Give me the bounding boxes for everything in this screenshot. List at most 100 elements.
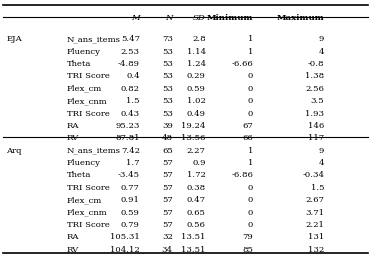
Text: 19.24: 19.24 [181,122,206,130]
Text: 0: 0 [248,184,253,192]
Text: -6.86: -6.86 [231,171,253,179]
Text: 104.12: 104.12 [110,246,140,254]
Text: Flex_cnm: Flex_cnm [67,97,107,105]
Text: 1: 1 [248,48,253,56]
Text: 0: 0 [248,72,253,80]
Text: 2.67: 2.67 [305,196,324,204]
Text: TRI Score: TRI Score [67,184,109,192]
Text: 0.4: 0.4 [126,72,140,80]
Text: 146: 146 [308,122,324,130]
Text: 0.38: 0.38 [187,184,206,192]
Text: 1.5: 1.5 [311,184,324,192]
Text: -0.34: -0.34 [302,171,324,179]
Text: Arq: Arq [6,147,22,155]
Text: 0.47: 0.47 [187,196,206,204]
Text: Theta: Theta [67,60,91,68]
Text: 2.8: 2.8 [192,35,206,43]
Text: M: M [131,15,140,23]
Text: 1.5: 1.5 [126,97,140,105]
Text: -3.45: -3.45 [118,171,140,179]
Text: Flex_cnm: Flex_cnm [67,209,107,217]
Text: 1.93: 1.93 [305,110,324,118]
Text: 53: 53 [162,60,173,68]
Text: 53: 53 [162,97,173,105]
Text: 0.77: 0.77 [121,184,140,192]
Text: 73: 73 [162,35,173,43]
Text: 53: 53 [162,72,173,80]
Text: 0.56: 0.56 [187,221,206,229]
Text: Theta: Theta [67,171,91,179]
Text: Fluency: Fluency [67,48,101,56]
Text: 95.23: 95.23 [115,122,140,130]
Text: 67: 67 [242,122,253,130]
Text: 0.49: 0.49 [187,110,206,118]
Text: 0: 0 [248,110,253,118]
Text: 0: 0 [248,85,253,93]
Text: 1.7: 1.7 [126,159,140,167]
Text: 13.51: 13.51 [181,246,206,254]
Text: 1.38: 1.38 [305,72,324,80]
Text: 9: 9 [319,147,324,155]
Text: RV: RV [67,246,79,254]
Text: 0.59: 0.59 [187,85,206,93]
Text: 2.56: 2.56 [305,85,324,93]
Text: 65: 65 [162,147,173,155]
Text: 1.02: 1.02 [187,97,206,105]
Text: 0: 0 [248,97,253,105]
Text: TRI Score: TRI Score [67,221,109,229]
Text: 0.82: 0.82 [121,85,140,93]
Text: 1: 1 [248,159,253,167]
Text: 79: 79 [242,233,253,241]
Text: 117: 117 [308,134,324,142]
Text: 0.9: 0.9 [192,159,206,167]
Text: N_ans_items: N_ans_items [67,35,121,43]
Text: 0: 0 [248,209,253,217]
Text: TRI Score: TRI Score [67,72,109,80]
Text: 34: 34 [162,246,173,254]
Text: 53: 53 [162,110,173,118]
Text: 32: 32 [162,233,173,241]
Text: 57: 57 [162,171,173,179]
Text: 1.72: 1.72 [187,171,206,179]
Text: RA: RA [67,122,79,130]
Text: -0.8: -0.8 [308,60,324,68]
Text: 131: 131 [308,233,324,241]
Text: Minimum: Minimum [207,15,253,23]
Text: 13.56: 13.56 [181,134,206,142]
Text: Maximum: Maximum [277,15,324,23]
Text: Flex_cm: Flex_cm [67,85,102,93]
Text: 13.51: 13.51 [181,233,206,241]
Text: Fluency: Fluency [67,159,101,167]
Text: 53: 53 [162,48,173,56]
Text: 53: 53 [162,85,173,93]
Text: 0.29: 0.29 [187,72,206,80]
Text: 5.47: 5.47 [121,35,140,43]
Text: 1: 1 [248,147,253,155]
Text: RA: RA [67,233,79,241]
Text: N: N [165,15,173,23]
Text: 85: 85 [242,246,253,254]
Text: 0.59: 0.59 [121,209,140,217]
Text: 0.65: 0.65 [187,209,206,217]
Text: SD: SD [193,15,206,23]
Text: 9: 9 [319,35,324,43]
Text: 0: 0 [248,196,253,204]
Text: 1.24: 1.24 [187,60,206,68]
Text: 0.79: 0.79 [121,221,140,229]
Text: RV: RV [67,134,79,142]
Text: 7.42: 7.42 [121,147,140,155]
Text: 1.14: 1.14 [187,48,206,56]
Text: 2.21: 2.21 [305,221,324,229]
Text: 39: 39 [162,122,173,130]
Text: 132: 132 [308,246,324,254]
Text: 87.81: 87.81 [115,134,140,142]
Text: -6.66: -6.66 [232,60,253,68]
Text: EJA: EJA [6,35,22,43]
Text: 4: 4 [319,159,324,167]
Text: 0: 0 [248,221,253,229]
Text: 57: 57 [162,209,173,217]
Text: 105.31: 105.31 [110,233,140,241]
Text: 57: 57 [162,196,173,204]
Text: 57: 57 [162,159,173,167]
Text: TRI Score: TRI Score [67,110,109,118]
